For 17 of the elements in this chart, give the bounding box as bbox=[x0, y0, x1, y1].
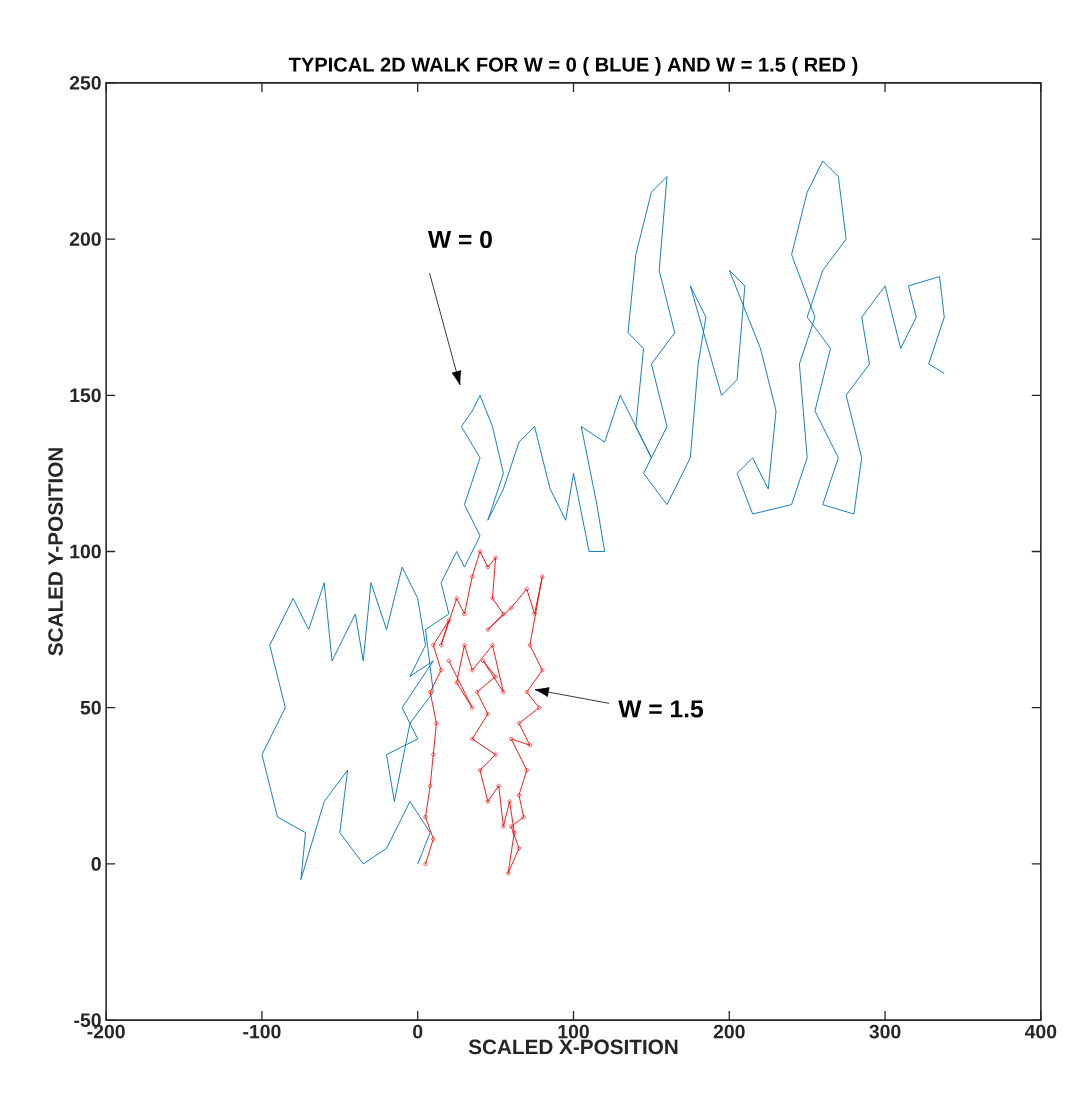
x-axis-title: SCALED X-POSITION bbox=[468, 1039, 678, 1055]
y-tick-label: 150 bbox=[70, 388, 101, 403]
y-axis-title: SCALED Y-POSITION bbox=[48, 448, 63, 656]
y-tick-label: 50 bbox=[80, 700, 101, 715]
y-tick-label: 0 bbox=[91, 857, 101, 871]
annotation: W = 0 bbox=[427, 230, 492, 249]
x-tick-label: 0 bbox=[413, 1024, 423, 1039]
chart-title: TYPICAL 2D WALK FOR W = 0 ( BLUE ) AND W = 1.5 ( RED ) bbox=[288, 56, 858, 76]
x-tick-label: 300 bbox=[869, 1024, 901, 1039]
x-tick-label: 400 bbox=[1024, 1024, 1057, 1039]
y-tick-label: 100 bbox=[70, 544, 101, 559]
x-tick-label: 200 bbox=[713, 1024, 745, 1039]
x-tick-label: -100 bbox=[243, 1024, 281, 1039]
x-tick-label: 100 bbox=[558, 1024, 589, 1039]
y-tick-label: 250 bbox=[69, 75, 101, 90]
annotation: W = 1.5 bbox=[618, 700, 703, 718]
y-tick-label: 200 bbox=[69, 232, 101, 246]
